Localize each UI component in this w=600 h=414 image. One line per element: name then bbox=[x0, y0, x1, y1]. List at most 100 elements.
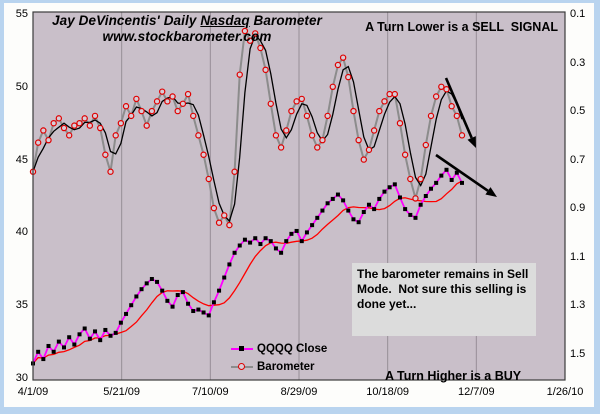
x-axis-tick-label: 1/26/10 bbox=[546, 386, 584, 398]
x-axis-tick-label: 10/18/09 bbox=[366, 386, 410, 398]
qqqq-marker bbox=[253, 236, 258, 241]
barometer-marker bbox=[376, 107, 383, 115]
barometer-marker bbox=[283, 127, 290, 134]
qqqq-marker bbox=[366, 202, 371, 207]
barometer-marker bbox=[81, 115, 88, 122]
qqqq-marker bbox=[98, 338, 103, 343]
legend-item-qqqq: QQQQ Close bbox=[231, 340, 327, 358]
barometer-marker bbox=[226, 221, 233, 229]
qqqq-marker bbox=[242, 237, 247, 242]
barometer-marker bbox=[107, 168, 114, 175]
barometer-marker bbox=[412, 195, 419, 202]
qqqq-marker bbox=[284, 239, 289, 244]
barometer-marker bbox=[60, 124, 68, 132]
y-axis-tick-label-right: 1.1 bbox=[570, 250, 586, 263]
trend-arrow-head-icon bbox=[485, 187, 497, 197]
qqqq-marker bbox=[315, 215, 320, 220]
qqqq-marker bbox=[227, 262, 232, 267]
barometer-marker bbox=[210, 204, 218, 212]
barometer-marker bbox=[319, 136, 326, 144]
qqqq-marker bbox=[134, 294, 139, 299]
barometer-marker bbox=[453, 112, 461, 120]
x-axis-tick-label: 4/1/09 bbox=[17, 386, 49, 398]
chart-legend: QQQQ Close Barometer bbox=[231, 340, 327, 376]
qqqq-marker bbox=[335, 192, 340, 197]
qqqq-marker bbox=[263, 236, 268, 241]
barometer-marker bbox=[339, 54, 347, 61]
barometer-marker bbox=[458, 132, 466, 139]
barometer-marker bbox=[334, 61, 342, 69]
commentary-line: Mode. Not sure this selling is bbox=[357, 282, 527, 296]
qqqq-marker bbox=[299, 239, 304, 244]
qqqq-marker bbox=[129, 303, 134, 308]
qqqq-marker bbox=[294, 228, 299, 233]
y-axis-tick-label-left: 30 bbox=[15, 372, 28, 384]
barometer-marker bbox=[417, 175, 424, 183]
qqqq-marker bbox=[51, 349, 56, 354]
barometer-line-swatch bbox=[231, 362, 253, 372]
barometer-marker bbox=[40, 127, 47, 134]
qqqq-marker bbox=[279, 250, 284, 255]
barometer-marker bbox=[329, 83, 336, 91]
legend-label-barometer: Barometer bbox=[257, 361, 315, 373]
barometer-marker bbox=[355, 136, 362, 144]
qqqq-smoothed-line bbox=[32, 180, 463, 364]
barometer-marker bbox=[34, 139, 42, 146]
barometer-marker bbox=[159, 88, 166, 95]
qqqq-marker bbox=[36, 349, 41, 354]
qqqq-marker bbox=[382, 189, 387, 194]
barometer-marker bbox=[96, 124, 104, 132]
qqqq-marker bbox=[439, 173, 444, 178]
barometer-marker bbox=[128, 112, 135, 120]
qqqq-marker bbox=[418, 202, 423, 207]
qqqq-marker bbox=[72, 342, 77, 347]
qqqq-marker bbox=[346, 208, 351, 213]
qqqq-marker bbox=[93, 329, 98, 334]
commentary-line: The barometer remains in Sell bbox=[357, 267, 529, 281]
x-axis-tick-label: 5/21/09 bbox=[103, 386, 140, 398]
trend-arrow-head-icon bbox=[467, 136, 476, 148]
qqqq-marker bbox=[330, 196, 335, 201]
qqqq-marker bbox=[258, 242, 263, 247]
barometer-marker bbox=[102, 151, 109, 158]
qqqq-marker bbox=[186, 301, 191, 306]
qqqq-marker bbox=[108, 333, 113, 338]
barometer-marker bbox=[443, 86, 450, 93]
barometer-marker bbox=[422, 141, 430, 149]
barometer-marker bbox=[143, 122, 150, 129]
barometer-marker bbox=[277, 144, 285, 151]
barometer-marker bbox=[381, 98, 388, 105]
qqqq-marker bbox=[196, 307, 201, 312]
title-underlined-word: Nasdaq bbox=[200, 13, 250, 28]
red-circle-marker-icon bbox=[238, 363, 245, 370]
chart-title-line: Jay DeVincentis' Daily Nasdaq Barometer bbox=[35, 13, 339, 29]
plot-border bbox=[32, 11, 566, 381]
barometer-marker bbox=[262, 66, 269, 74]
qqqq-marker bbox=[175, 293, 180, 298]
qqqq-marker bbox=[428, 186, 433, 191]
barometer-marker bbox=[391, 90, 399, 98]
barometer-marker bbox=[153, 98, 161, 105]
qqqq-marker bbox=[273, 246, 278, 251]
qqqq-marker bbox=[289, 231, 294, 236]
qqqq-marker bbox=[113, 330, 118, 335]
barometer-marker bbox=[50, 119, 57, 127]
y-axis-tick-label-left: 50 bbox=[15, 80, 28, 93]
qqqq-marker bbox=[206, 313, 211, 318]
qqqq-marker bbox=[372, 207, 377, 212]
barometer-marker bbox=[184, 90, 192, 98]
qqqq-marker bbox=[144, 281, 149, 286]
title-suffix: Barometer bbox=[249, 13, 322, 28]
qqqq-marker bbox=[304, 230, 309, 235]
barometer-marker bbox=[252, 30, 259, 37]
qqqq-marker bbox=[237, 243, 242, 248]
y-axis-tick-label-left: 35 bbox=[15, 299, 28, 312]
y-axis-tick-label-right: 0.9 bbox=[570, 202, 586, 215]
qqqq-marker bbox=[155, 279, 160, 284]
barometer-marker bbox=[303, 112, 311, 120]
website-url: www.stockbarometer.com bbox=[102, 29, 272, 44]
y-axis-tick-label-left: 55 bbox=[15, 8, 28, 20]
qqqq-marker bbox=[201, 310, 206, 315]
